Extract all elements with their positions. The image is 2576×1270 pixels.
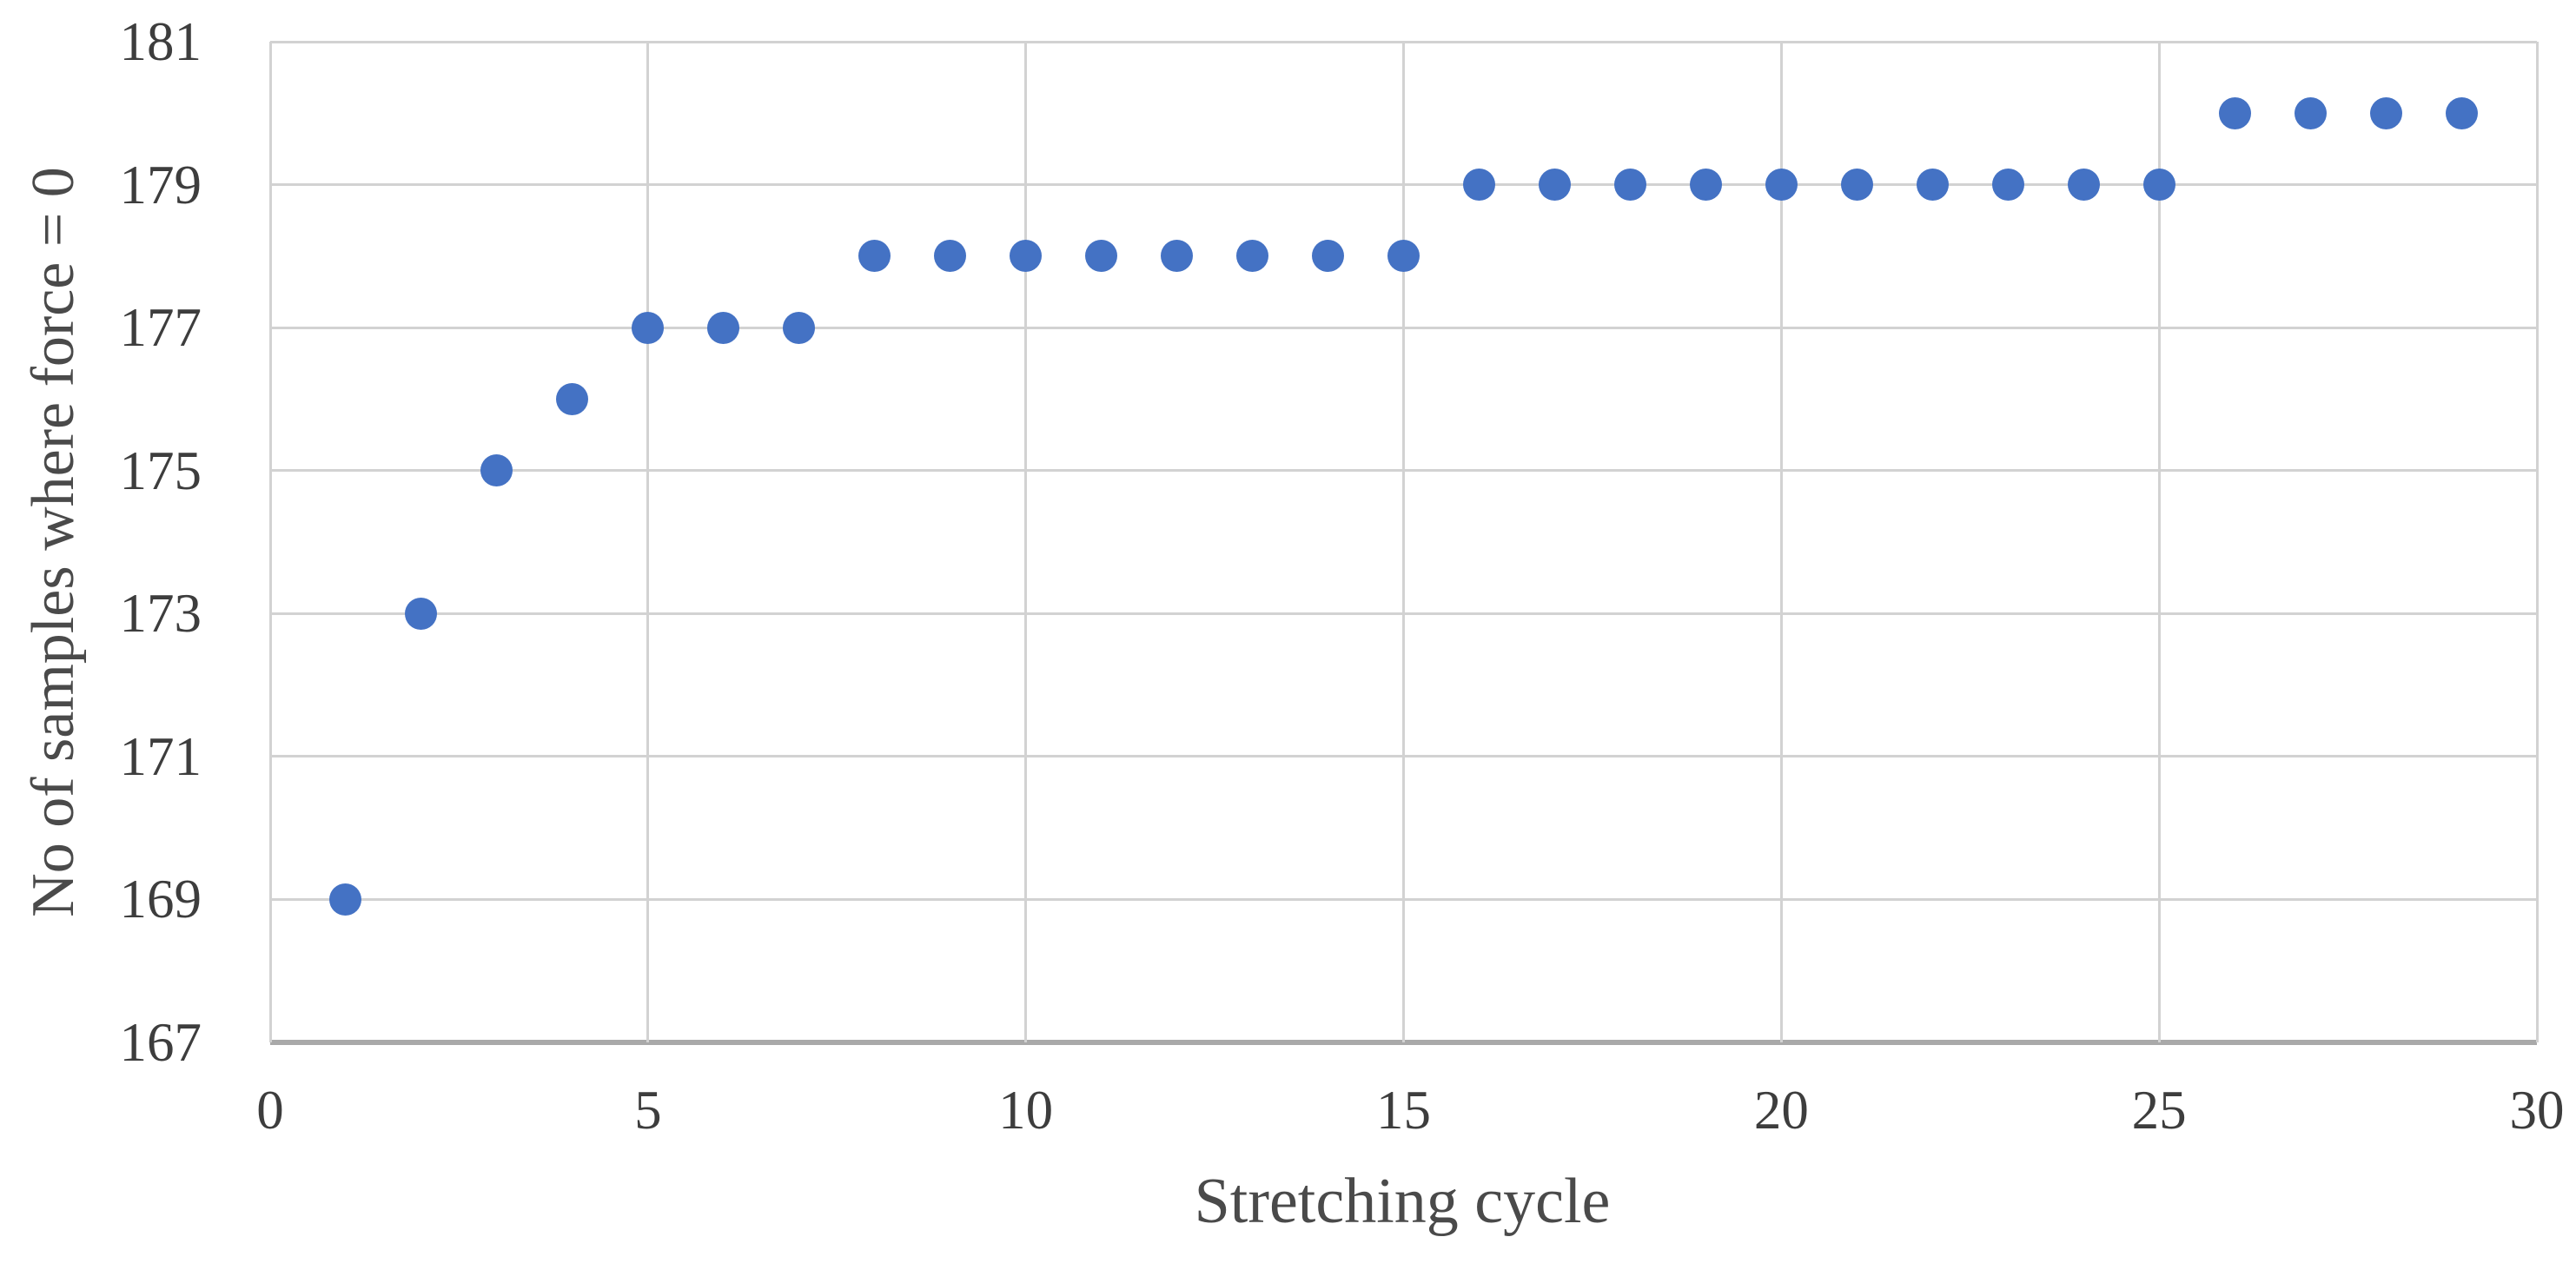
data-point	[329, 883, 362, 916]
data-point	[1991, 169, 2024, 202]
x-tick-label: 5	[634, 1080, 662, 1141]
v-gridline	[1779, 42, 1783, 1042]
v-gridline	[268, 42, 272, 1042]
data-point	[1312, 240, 1345, 273]
data-point	[632, 311, 665, 344]
data-point	[858, 240, 891, 273]
data-point	[2067, 169, 2100, 202]
x-tick-label: 15	[1376, 1080, 1431, 1141]
v-gridline	[2157, 42, 2161, 1042]
x-tick-label: 25	[2131, 1080, 2187, 1141]
data-point	[1538, 169, 1571, 202]
data-point	[783, 311, 816, 344]
x-tick-label: 10	[998, 1080, 1054, 1141]
data-point	[480, 454, 513, 487]
data-point	[2445, 96, 2478, 129]
data-point	[1085, 240, 1118, 273]
data-point	[1916, 169, 1949, 202]
data-point	[1689, 169, 1722, 202]
data-point	[1765, 169, 1798, 202]
data-point	[2369, 96, 2402, 129]
data-point	[2142, 169, 2175, 202]
data-point	[2218, 96, 2251, 129]
data-point	[934, 240, 967, 273]
x-tick-label: 0	[256, 1080, 284, 1141]
v-gridline	[646, 42, 650, 1042]
plot-area	[268, 40, 2539, 1045]
y-tick-label: 171	[119, 725, 202, 787]
data-point	[1236, 240, 1269, 273]
data-point	[1462, 169, 1495, 202]
data-point	[1840, 169, 1873, 202]
data-point	[1010, 240, 1043, 273]
y-tick-label: 173	[119, 583, 202, 645]
y-tick-label: 177	[119, 297, 202, 359]
data-point	[1161, 240, 1194, 273]
v-gridline	[1402, 42, 1405, 1042]
x-axis-title: Stretching cycle	[1194, 1166, 1611, 1237]
y-tick-label: 175	[119, 440, 202, 501]
v-gridline	[2535, 42, 2539, 1042]
y-tick-label: 167	[119, 1012, 202, 1073]
data-point	[1613, 169, 1646, 202]
y-tick-label: 181	[119, 11, 202, 72]
v-gridline	[1024, 42, 1028, 1042]
x-tick-label: 30	[2509, 1080, 2565, 1141]
data-point	[405, 597, 438, 630]
data-point	[707, 311, 740, 344]
data-point	[556, 382, 589, 415]
y-tick-label: 169	[119, 869, 202, 930]
x-tick-label: 20	[1753, 1080, 1809, 1141]
y-tick-label: 179	[119, 154, 202, 215]
x-axis-line	[270, 1040, 2537, 1045]
data-point	[1387, 240, 1420, 273]
data-point	[2294, 96, 2327, 129]
